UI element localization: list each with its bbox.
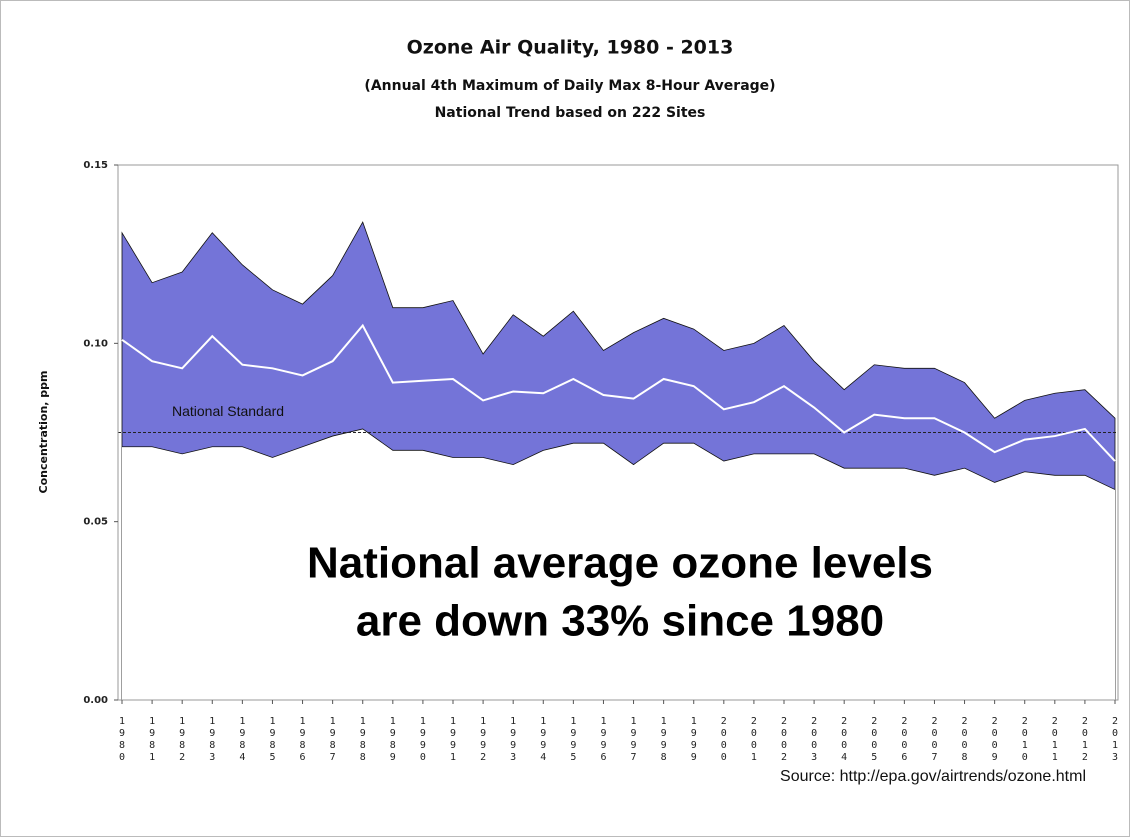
x-tick-label: 1988	[357, 716, 368, 764]
x-tick-label: 1996	[598, 716, 609, 764]
x-tick-label: 1998	[658, 716, 669, 764]
plot-frame	[117, 164, 1119, 701]
x-tick-label: 1987	[327, 716, 338, 764]
x-tick-label: 1985	[267, 716, 278, 764]
x-tick-label: 1991	[448, 716, 459, 764]
x-tick-label: 1997	[628, 716, 639, 764]
source: Source: http://epa.gov/airtrends/ozone.h…	[780, 768, 1086, 785]
x-tick-label: 1986	[297, 716, 308, 764]
x-tick-label: 2012	[1079, 716, 1090, 764]
x-tick-label: 2013	[1110, 716, 1121, 764]
y-axis-label: Concentration, ppm	[37, 370, 50, 493]
reference-label: National Standard	[172, 403, 284, 419]
y-tick-label: 0.00	[83, 695, 108, 706]
x-tick-label: 1981	[147, 716, 158, 764]
x-tick-label: 1999	[688, 716, 699, 764]
y-tick-label: 0.10	[83, 338, 108, 349]
x-tick-label: 2007	[929, 716, 940, 764]
annotation: are down 33% since 1980	[356, 597, 884, 646]
x-tick-label: 2000	[718, 716, 729, 764]
x-tick-label: 1993	[508, 716, 519, 764]
x-tick-label: 1995	[568, 716, 579, 764]
x-tick-label: 2005	[869, 716, 880, 764]
x-tick-label: 1982	[177, 716, 188, 764]
chart-subtitle: National Trend based on 222 Sites	[435, 105, 706, 121]
x-tick-label: 2011	[1049, 716, 1060, 764]
y-tick-label: 0.15	[83, 160, 108, 171]
band-area	[122, 428, 1115, 700]
x-tick-label: 1984	[237, 716, 248, 764]
chart-title: Ozone Air Quality, 1980 - 2013	[407, 37, 734, 59]
x-tick-label: 2002	[779, 716, 790, 764]
lower-edge	[122, 428, 1116, 490]
x-tick-label: 2006	[899, 716, 910, 764]
x-tick-label: 2010	[1019, 716, 1030, 764]
x-tick-label: 2001	[748, 716, 759, 764]
x-tick-label: 2008	[959, 716, 970, 764]
x-tick-label: 1990	[417, 716, 428, 764]
y-tick-label: 0.05	[83, 517, 108, 528]
x-tick-label: 1992	[478, 716, 489, 764]
x-tick-label: 2004	[839, 716, 850, 764]
chart-subtitle: (Annual 4th Maximum of Daily Max 8-Hour …	[364, 78, 775, 94]
mean-line	[121, 323, 1116, 462]
x-tick-label: 2009	[989, 716, 1000, 764]
x-tick-label: 1983	[207, 716, 218, 764]
x-tick-label: 1989	[387, 716, 398, 764]
x-tick-label: 1994	[538, 716, 549, 764]
x-tick-label: 1980	[117, 716, 128, 764]
annotation: National average ozone levels	[307, 539, 933, 588]
x-tick-label: 2003	[809, 716, 820, 764]
